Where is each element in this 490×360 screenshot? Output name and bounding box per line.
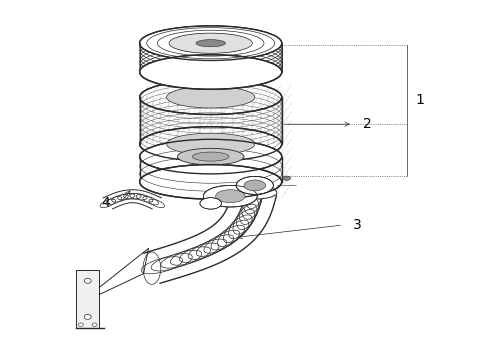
Text: 4: 4 bbox=[101, 197, 110, 210]
Ellipse shape bbox=[140, 55, 282, 89]
Ellipse shape bbox=[92, 323, 97, 327]
Text: 1: 1 bbox=[416, 93, 424, 107]
Ellipse shape bbox=[140, 55, 282, 89]
Ellipse shape bbox=[169, 33, 252, 53]
Ellipse shape bbox=[167, 133, 255, 155]
Ellipse shape bbox=[78, 323, 83, 327]
Text: 2: 2 bbox=[363, 117, 371, 131]
Ellipse shape bbox=[140, 165, 282, 199]
Ellipse shape bbox=[167, 86, 255, 108]
Ellipse shape bbox=[193, 152, 229, 161]
Ellipse shape bbox=[84, 278, 91, 283]
Ellipse shape bbox=[140, 127, 282, 161]
Ellipse shape bbox=[200, 198, 221, 209]
Ellipse shape bbox=[244, 180, 266, 191]
Bar bbox=[76, 270, 99, 328]
Ellipse shape bbox=[203, 185, 257, 207]
Ellipse shape bbox=[283, 176, 291, 180]
Ellipse shape bbox=[140, 80, 282, 114]
Ellipse shape bbox=[236, 176, 273, 194]
Ellipse shape bbox=[140, 26, 282, 60]
Ellipse shape bbox=[140, 139, 282, 174]
Text: 3: 3 bbox=[353, 218, 362, 232]
Ellipse shape bbox=[216, 190, 245, 203]
Ellipse shape bbox=[233, 186, 277, 199]
Ellipse shape bbox=[84, 314, 91, 319]
Ellipse shape bbox=[140, 26, 282, 60]
Ellipse shape bbox=[196, 40, 225, 47]
Ellipse shape bbox=[177, 148, 244, 165]
